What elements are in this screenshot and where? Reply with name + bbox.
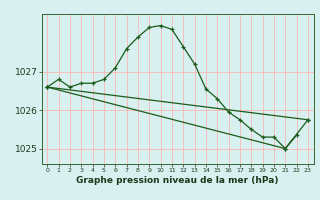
X-axis label: Graphe pression niveau de la mer (hPa): Graphe pression niveau de la mer (hPa): [76, 176, 279, 185]
